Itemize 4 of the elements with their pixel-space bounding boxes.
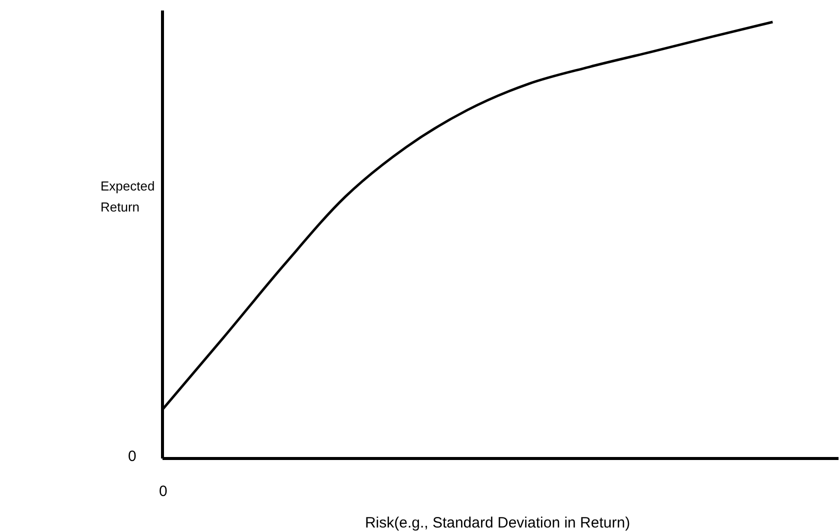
x-axis-title: Risk(e.g., Standard Deviation in Return): [364, 514, 630, 532]
text: 0: [159, 483, 168, 500]
text: 0: [128, 448, 136, 465]
y-axis-title: Expected Return: [100, 178, 155, 214]
